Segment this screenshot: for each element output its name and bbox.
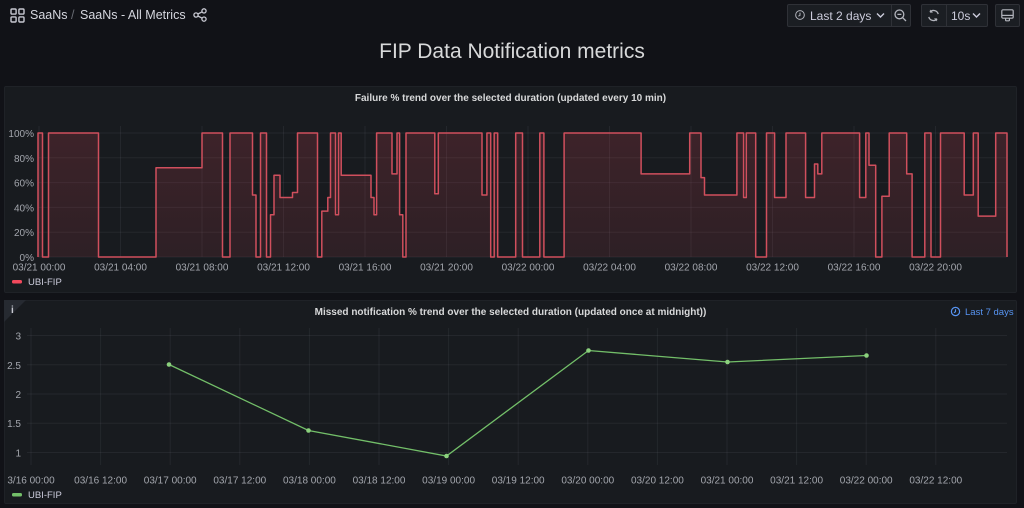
svg-text:0%: 0% <box>20 253 35 264</box>
svg-text:03/18 12:00: 03/18 12:00 <box>353 476 406 487</box>
svg-text:03/21 04:00: 03/21 04:00 <box>94 263 147 274</box>
svg-text:03/21 20:00: 03/21 20:00 <box>420 263 473 274</box>
svg-text:UBI-FIP: UBI-FIP <box>28 490 62 501</box>
svg-text:03/22 12:00: 03/22 12:00 <box>909 476 962 487</box>
svg-text:03/21 08:00: 03/21 08:00 <box>176 263 229 274</box>
svg-text:03/19 00:00: 03/19 00:00 <box>422 476 475 487</box>
svg-text:03/18 00:00: 03/18 00:00 <box>283 476 336 487</box>
svg-text:20%: 20% <box>14 228 34 239</box>
svg-text:03/22 04:00: 03/22 04:00 <box>583 263 636 274</box>
svg-text:03/22 12:00: 03/22 12:00 <box>746 263 799 274</box>
svg-text:03/22 08:00: 03/22 08:00 <box>665 263 718 274</box>
svg-text:2.5: 2.5 <box>7 361 21 372</box>
svg-text:03/17 00:00: 03/17 00:00 <box>144 476 197 487</box>
svg-text:3: 3 <box>15 332 21 343</box>
svg-text:03/16 12:00: 03/16 12:00 <box>74 476 127 487</box>
svg-text:40%: 40% <box>14 203 34 214</box>
svg-text:03/21 12:00: 03/21 12:00 <box>770 476 823 487</box>
svg-text:03/21 16:00: 03/21 16:00 <box>339 263 392 274</box>
svg-text:60%: 60% <box>14 179 34 190</box>
svg-text:03/20 00:00: 03/20 00:00 <box>561 476 614 487</box>
svg-text:80%: 80% <box>14 154 34 165</box>
svg-text:1: 1 <box>15 449 21 460</box>
svg-text:3/16 00:00: 3/16 00:00 <box>7 476 55 487</box>
svg-text:03/22 00:00: 03/22 00:00 <box>502 263 555 274</box>
svg-text:1.5: 1.5 <box>7 419 21 430</box>
svg-text:Last 7 days: Last 7 days <box>965 307 1014 318</box>
svg-text:03/21 12:00: 03/21 12:00 <box>257 263 310 274</box>
svg-text:UBI-FIP: UBI-FIP <box>28 277 62 288</box>
svg-text:i: i <box>11 305 14 316</box>
svg-text:100%: 100% <box>8 129 34 140</box>
svg-text:03/19 12:00: 03/19 12:00 <box>492 476 545 487</box>
svg-text:03/21 00:00: 03/21 00:00 <box>13 263 66 274</box>
svg-text:2: 2 <box>15 390 21 401</box>
svg-text:03/22 20:00: 03/22 20:00 <box>909 263 962 274</box>
svg-text:03/22 00:00: 03/22 00:00 <box>840 476 893 487</box>
svg-text:03/22 16:00: 03/22 16:00 <box>828 263 881 274</box>
svg-text:03/20 12:00: 03/20 12:00 <box>631 476 684 487</box>
svg-text:03/21 00:00: 03/21 00:00 <box>701 476 754 487</box>
svg-text:03/17 12:00: 03/17 12:00 <box>213 476 266 487</box>
